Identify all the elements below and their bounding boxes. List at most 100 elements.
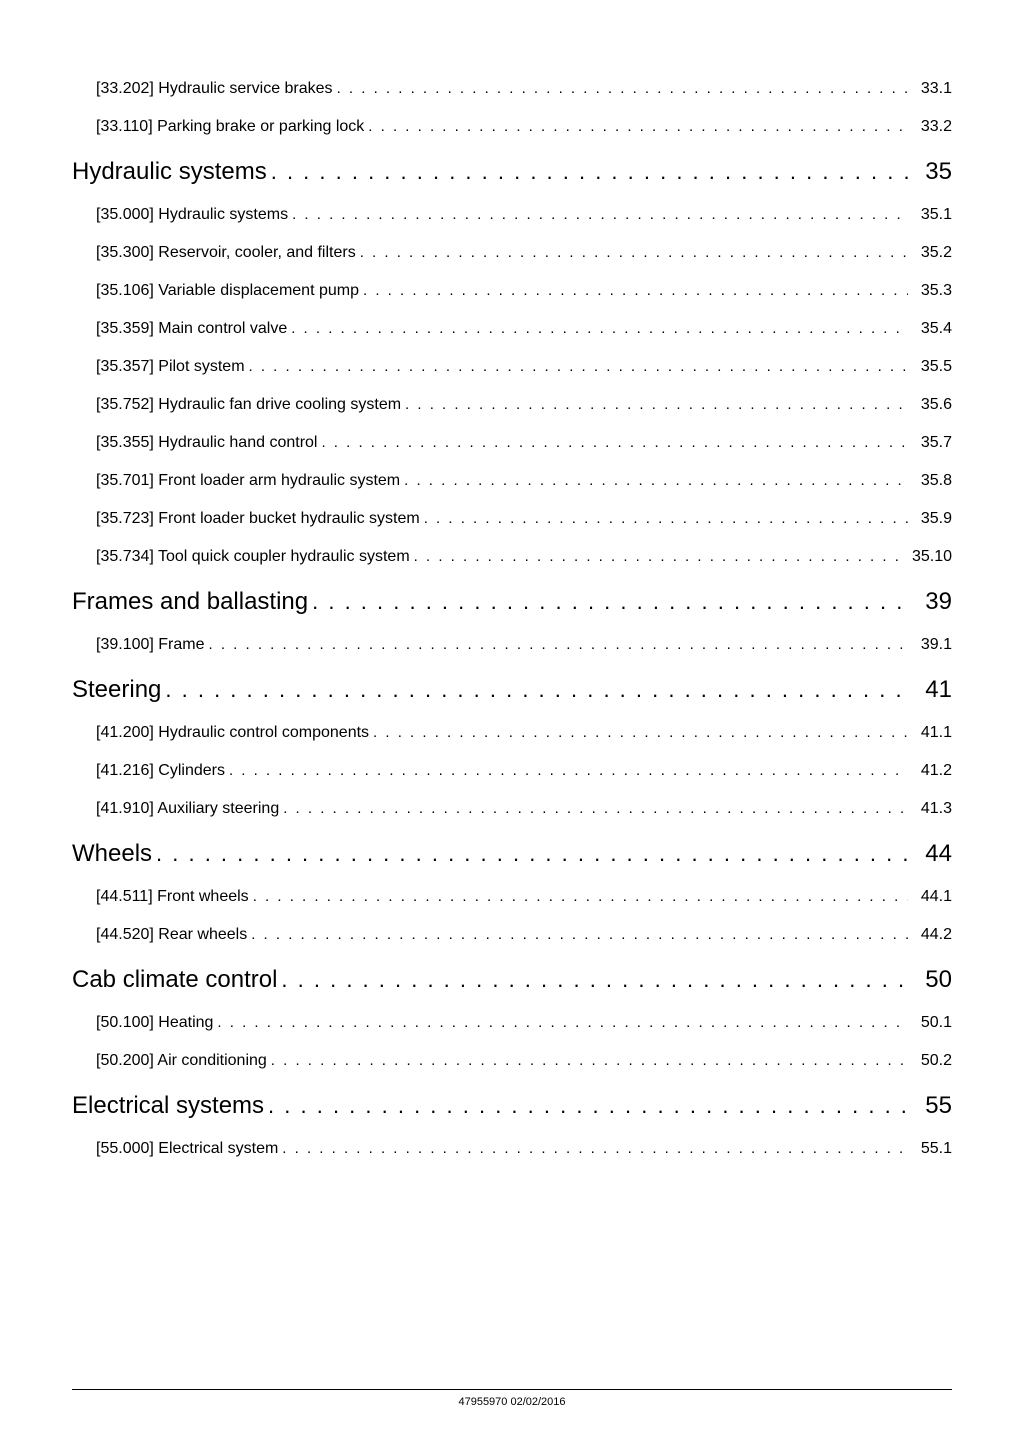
toc-label: [35.359] Main control valve [96,320,287,338]
toc-label: [41.910] Auxiliary steering [96,800,279,818]
toc-page-number: 44 [908,840,952,868]
toc-page-number: 35.8 [908,472,952,490]
toc-label: [35.723] Front loader bucket hydraulic s… [96,510,420,528]
toc-section-heading: Wheels. . . . . . . . . . . . . . . . . … [72,840,952,868]
toc-page-number: 35.2 [908,244,952,262]
toc-page-number: 50 [908,966,952,994]
toc-leader-dots: . . . . . . . . . . . . . . . . . . . . … [278,1140,908,1157]
toc-subsection: [39.100] Frame. . . . . . . . . . . . . … [96,636,952,654]
toc-leader-dots: . . . . . . . . . . . . . . . . . . . . … [400,472,908,489]
toc-subsection: [50.100] Heating. . . . . . . . . . . . … [96,1014,952,1032]
toc-label: [41.200] Hydraulic control components [96,724,369,742]
toc-label: Hydraulic systems [72,158,267,186]
toc-subsection: [35.752] Hydraulic fan drive cooling sys… [96,396,952,414]
toc-subsection: [44.520] Rear wheels. . . . . . . . . . … [96,926,952,944]
toc-subsection: [35.355] Hydraulic hand control. . . . .… [96,434,952,452]
toc-page-number: 41.2 [908,762,952,780]
page-footer: 47955970 02/02/2016 [72,1389,952,1408]
toc-label: [44.511] Front wheels [96,888,249,906]
toc-leader-dots: . . . . . . . . . . . . . . . . . . . . … [264,1093,908,1119]
toc-leader-dots: . . . . . . . . . . . . . . . . . . . . … [279,800,908,817]
toc-label: [35.752] Hydraulic fan drive cooling sys… [96,396,401,414]
toc-page-number: 41.1 [908,724,952,742]
toc-subsection: [35.723] Front loader bucket hydraulic s… [96,510,952,528]
toc-leader-dots: . . . . . . . . . . . . . . . . . . . . … [356,244,908,261]
toc-leader-dots: . . . . . . . . . . . . . . . . . . . . … [267,1052,908,1069]
toc-page-number: 41.3 [908,800,952,818]
toc-page-number: 41 [908,676,952,704]
toc-page-number: 39 [908,588,952,616]
toc-section-heading: Cab climate control. . . . . . . . . . .… [72,966,952,994]
toc-leader-dots: . . . . . . . . . . . . . . . . . . . . … [205,636,909,653]
toc-subsection: [35.701] Front loader arm hydraulic syst… [96,472,952,490]
table-of-contents: [33.202] Hydraulic service brakes . . . .… [72,80,952,1158]
toc-page-number: 44.2 [908,926,952,944]
toc-leader-dots: . . . . . . . . . . . . . . . . . . . . … [245,358,908,375]
toc-page-number: 39.1 [908,636,952,654]
toc-leader-dots: . . . . . . . . . . . . . . . . . . . . … [364,118,908,135]
toc-label: [35.300] Reservoir, cooler, and filters [96,244,356,262]
toc-section-heading: Electrical systems. . . . . . . . . . . … [72,1092,952,1120]
toc-label: [33.110] Parking brake or parking lock [96,118,364,136]
toc-page-number: 35.9 [908,510,952,528]
toc-page-number: 35.5 [908,358,952,376]
toc-subsection: [50.200] Air conditioning. . . . . . . .… [96,1052,952,1070]
footer-text: 47955970 02/02/2016 [72,1396,952,1408]
toc-leader-dots: . . . . . . . . . . . . . . . . . . . . … [161,677,908,703]
toc-section-heading: Hydraulic systems. . . . . . . . . . . .… [72,158,952,186]
toc-subsection: [35.106] Variable displacement pump. . .… [96,282,952,300]
toc-leader-dots: . . . . . . . . . . . . . . . . . . . . … [317,434,908,451]
toc-leader-dots: . . . . . . . . . . . . . . . . . . . . … [247,926,908,943]
toc-page-number: 35.1 [908,206,952,224]
toc-leader-dots: . . . . . . . . . . . . . . . . . . . . … [359,282,908,299]
toc-label: [35.355] Hydraulic hand control [96,434,317,452]
toc-leader-dots: . . . . . . . . . . . . . . . . . . . . … [249,888,908,905]
toc-leader-dots: . . . . . . . . . . . . . . . . . . . . … [401,396,908,413]
toc-label: [33.202] Hydraulic service brakes [96,80,333,98]
toc-leader-dots: . . . . . . . . . . . . . . . . . . . . … [152,841,908,867]
toc-subsection: [41.910] Auxiliary steering. . . . . . .… [96,800,952,818]
toc-subsection: [44.511] Front wheels. . . . . . . . . .… [96,888,952,906]
toc-subsection: [55.000] Electrical system. . . . . . . … [96,1140,952,1158]
toc-leader-dots: . . . . . . . . . . . . . . . . . . . . … [420,510,908,527]
toc-page-number: 35 [908,158,952,186]
toc-page-number: 55 [908,1092,952,1120]
toc-label: [35.357] Pilot system [96,358,245,376]
toc-label: Frames and ballasting [72,588,308,616]
toc-page-number: 55.1 [908,1140,952,1158]
toc-leader-dots: . . . . . . . . . . . . . . . . . . . . … [277,967,908,993]
toc-leader-dots: . . . . . . . . . . . . . . . . . . . . … [267,159,908,185]
toc-label: [39.100] Frame [96,636,205,654]
toc-subsection: [35.300] Reservoir, cooler, and filters.… [96,244,952,262]
toc-label: [35.000] Hydraulic systems [96,206,288,224]
toc-page-number: 33.2 [908,118,952,136]
toc-label: Electrical systems [72,1092,264,1120]
toc-section-heading: Steering. . . . . . . . . . . . . . . . … [72,676,952,704]
footer-divider [72,1389,952,1390]
toc-label: Steering [72,676,161,704]
toc-subsection: [35.734] Tool quick coupler hydraulic sy… [96,548,952,566]
toc-leader-dots: . . . . . . . . . . . . . . . . . . . . … [287,320,908,337]
toc-page-number: 35.10 [906,548,952,566]
toc-page-number: 35.3 [908,282,952,300]
toc-subsection: [35.357] Pilot system. . . . . . . . . .… [96,358,952,376]
toc-subsection: [33.202] Hydraulic service brakes. . . .… [96,80,952,98]
toc-label: [35.734] Tool quick coupler hydraulic sy… [96,548,410,566]
toc-label: [50.100] Heating [96,1014,213,1032]
toc-label: [44.520] Rear wheels [96,926,247,944]
toc-label: [41.216] Cylinders [96,762,225,780]
toc-subsection: [41.200] Hydraulic control components. .… [96,724,952,742]
toc-label: [50.200] Air conditioning [96,1052,267,1070]
toc-leader-dots: . . . . . . . . . . . . . . . . . . . . … [410,548,906,565]
toc-leader-dots: . . . . . . . . . . . . . . . . . . . . … [333,80,908,97]
toc-page-number: 35.6 [908,396,952,414]
toc-label: [35.106] Variable displacement pump [96,282,359,300]
toc-leader-dots: . . . . . . . . . . . . . . . . . . . . … [369,724,908,741]
toc-subsection: [33.110] Parking brake or parking lock. … [96,118,952,136]
toc-leader-dots: . . . . . . . . . . . . . . . . . . . . … [213,1014,908,1031]
toc-label: Wheels [72,840,152,868]
toc-page-number: 35.4 [908,320,952,338]
toc-label: [35.701] Front loader arm hydraulic syst… [96,472,400,490]
toc-label: [55.000] Electrical system [96,1140,278,1158]
toc-leader-dots: . . . . . . . . . . . . . . . . . . . . … [225,762,908,779]
